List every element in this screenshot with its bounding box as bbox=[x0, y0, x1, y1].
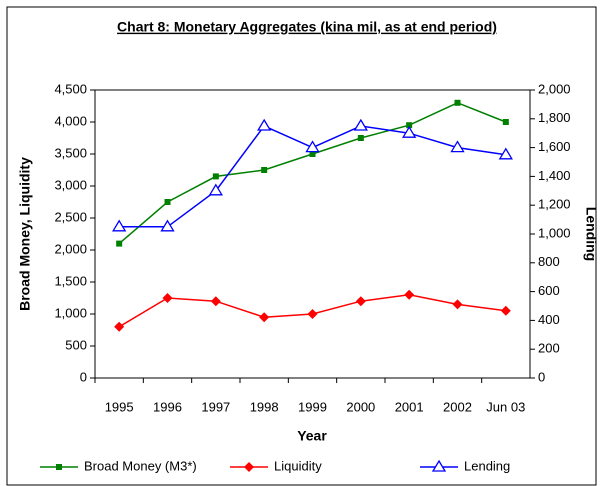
data-point bbox=[164, 199, 171, 205]
data-point bbox=[355, 296, 366, 307]
data-point bbox=[452, 299, 463, 310]
y-tick-label: 1,000 bbox=[54, 305, 87, 320]
data-point bbox=[402, 125, 417, 138]
y-tick-label: 1,500 bbox=[54, 273, 87, 288]
x-tick-label: 2002 bbox=[443, 399, 472, 414]
y2-tick-label: 1,400 bbox=[538, 168, 571, 183]
y-tick-label: 3,500 bbox=[54, 145, 87, 160]
data-point bbox=[210, 296, 221, 307]
y2-tick-label: 200 bbox=[538, 341, 560, 356]
x-tick-label: 2000 bbox=[346, 399, 375, 414]
data-point bbox=[307, 309, 318, 319]
data-point bbox=[305, 140, 320, 153]
data-point bbox=[406, 122, 413, 129]
data-point bbox=[502, 119, 509, 125]
data-point bbox=[208, 183, 223, 196]
data-point bbox=[257, 118, 272, 131]
data-point bbox=[160, 219, 175, 232]
chart-title: Chart 8: Monetary Aggregates (kina mil, … bbox=[117, 19, 497, 35]
x-tick-label: 1998 bbox=[250, 399, 279, 414]
y-tick-label: 0 bbox=[80, 369, 87, 384]
y-tick-label: 3,000 bbox=[54, 177, 87, 192]
data-point bbox=[212, 173, 219, 180]
y-tick-label: 500 bbox=[65, 337, 87, 352]
x-tick-label: 2001 bbox=[395, 399, 424, 414]
y-tick-label: 4,500 bbox=[54, 81, 87, 96]
x-tick-label: 1996 bbox=[153, 399, 182, 414]
y2-tick-label: 800 bbox=[538, 254, 560, 269]
data-point bbox=[404, 289, 415, 300]
y2-tick-label: 1,800 bbox=[538, 110, 571, 125]
data-point bbox=[114, 321, 125, 332]
data-point bbox=[261, 167, 268, 173]
y-tick-label: 4,000 bbox=[54, 113, 87, 128]
data-point bbox=[353, 118, 368, 131]
data-point bbox=[498, 147, 513, 160]
y2-tick-label: 600 bbox=[538, 283, 560, 298]
legend-label: Lending bbox=[464, 458, 510, 473]
y2-tick-label: 0 bbox=[538, 369, 545, 384]
data-point bbox=[309, 151, 316, 157]
y-axis-title: Broad Money, Liquidity bbox=[17, 157, 33, 311]
data-point bbox=[112, 219, 127, 232]
legend-marker bbox=[244, 462, 254, 472]
chart-frame bbox=[6, 6, 597, 486]
y2-tick-label: 1,200 bbox=[538, 197, 571, 212]
data-point bbox=[162, 293, 173, 303]
legend-marker bbox=[431, 459, 447, 472]
data-point bbox=[357, 135, 364, 141]
data-point bbox=[500, 305, 511, 316]
y-tick-label: 2,500 bbox=[54, 209, 87, 224]
y2-axis-title: Lending bbox=[583, 207, 599, 261]
x-tick-label: 1999 bbox=[298, 399, 327, 414]
y-tick-label: 2,000 bbox=[54, 241, 87, 256]
y2-tick-label: 1,600 bbox=[538, 139, 571, 154]
y2-tick-label: 1,000 bbox=[538, 225, 571, 240]
data-point bbox=[450, 140, 465, 153]
data-point bbox=[454, 99, 461, 106]
x-tick-label: Jun 03 bbox=[486, 399, 525, 414]
y2-tick-label: 400 bbox=[538, 312, 560, 327]
data-point bbox=[116, 240, 123, 247]
x-tick-label: 1995 bbox=[105, 399, 134, 414]
x-tick-label: 1997 bbox=[201, 399, 230, 414]
data-point bbox=[259, 312, 270, 323]
legend-label: Broad Money (M3*) bbox=[84, 458, 197, 473]
legend-label: Liquidity bbox=[274, 458, 322, 473]
x-axis-title: Year bbox=[297, 428, 327, 444]
legend-marker bbox=[56, 464, 62, 470]
y2-tick-label: 2,000 bbox=[538, 81, 571, 96]
